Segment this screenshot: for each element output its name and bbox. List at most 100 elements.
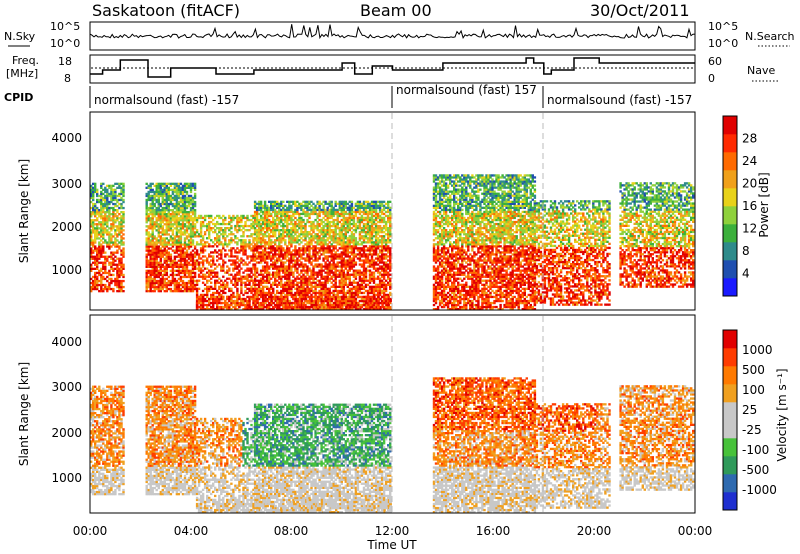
power-cell-4450 xyxy=(353,280,355,282)
power-cell-343 xyxy=(108,272,110,274)
power-cell-2301 xyxy=(242,233,244,235)
power-cell-4869 xyxy=(373,245,375,247)
power-cell-71 xyxy=(92,193,94,195)
power-cell-4100 xyxy=(335,201,337,203)
power-cell-2985 xyxy=(280,280,282,282)
power-cell-4494 xyxy=(355,276,357,278)
power-cell-1641 xyxy=(192,241,194,243)
power-cell-1115 xyxy=(168,288,170,290)
station-title: Saskatoon (fitACF) xyxy=(92,1,240,20)
power-cell-1398 xyxy=(180,201,182,203)
power-cell-589 xyxy=(122,276,124,278)
power-cell-2901 xyxy=(276,286,278,288)
power-cell-3621 xyxy=(312,292,314,294)
power-cell-1645 xyxy=(192,231,194,233)
power-cell-3385 xyxy=(300,288,302,290)
power-cell-4121 xyxy=(337,241,339,243)
power-cell-3758 xyxy=(318,225,320,227)
power-cell-2504 xyxy=(256,249,258,251)
power-cell-858 xyxy=(156,256,158,258)
power-cell-432 xyxy=(112,207,114,209)
power-cell-1079 xyxy=(166,262,168,264)
power-cell-1907 xyxy=(210,229,212,231)
power-cell-2259 xyxy=(240,288,242,290)
power-cell-448 xyxy=(114,256,116,258)
power-cell-1724 xyxy=(196,241,198,243)
power-cell-517 xyxy=(118,270,120,272)
power-cell-601 xyxy=(122,237,124,239)
power-cell-1950 xyxy=(214,243,216,245)
power-cell-1165 xyxy=(170,258,172,260)
power-cell-3877 xyxy=(324,239,326,241)
power-cell-3826 xyxy=(322,253,324,255)
power-cell-4597 xyxy=(361,288,363,290)
power-cell-886 xyxy=(156,183,158,185)
power-cell-2128 xyxy=(230,298,232,300)
power-cell-1135 xyxy=(168,223,170,225)
power-cell-851 xyxy=(156,270,158,272)
power-cell-4918 xyxy=(375,219,377,221)
power-cell-4134 xyxy=(337,209,339,211)
power-cell-1922 xyxy=(212,270,214,272)
power-cell-2356 xyxy=(246,217,248,219)
power-cell-1947 xyxy=(214,263,216,265)
power-cell-2674 xyxy=(264,241,266,243)
power-cell-1821 xyxy=(204,268,206,270)
power-cell-1973 xyxy=(216,245,218,247)
power-cell-4470 xyxy=(353,235,355,237)
power-cell-4868 xyxy=(373,247,375,249)
power-cell-523 xyxy=(118,247,120,249)
power-cell-1701 xyxy=(194,187,196,189)
power-cell-4070 xyxy=(335,278,337,280)
power-cell-944 xyxy=(160,268,162,270)
power-cell-459 xyxy=(114,221,116,223)
power-cell-427 xyxy=(112,217,114,219)
power-cell-3876 xyxy=(324,241,326,243)
power-cell-4625 xyxy=(361,205,363,207)
power-cell-4686 xyxy=(365,272,367,274)
power-cell-470 xyxy=(114,191,116,193)
power-cell-2580 xyxy=(260,261,262,263)
power-cell-1152 xyxy=(168,187,170,189)
power-cell-600 xyxy=(122,241,124,243)
power-cell-4603 xyxy=(361,274,363,276)
power-cell-3169 xyxy=(288,237,290,239)
power-cell-1373 xyxy=(180,258,182,260)
power-cell-95 xyxy=(94,239,96,241)
power-cell-1511 xyxy=(186,252,188,254)
power-cell-1746 xyxy=(198,255,200,257)
power-cell-116 xyxy=(96,288,98,290)
power-cell-3394 xyxy=(300,265,302,267)
power-cell-4862 xyxy=(373,263,375,265)
power-cell-4232 xyxy=(343,286,345,288)
power-cell-3786 xyxy=(320,268,322,270)
power-cell-4014 xyxy=(331,203,333,205)
power-cell-1914 xyxy=(212,304,214,306)
power-cell-857 xyxy=(156,258,158,260)
power-cell-1616 xyxy=(190,191,192,193)
power-cell-3415 xyxy=(300,207,302,209)
power-cell-3404 xyxy=(300,233,302,235)
power-cell-3859 xyxy=(324,286,326,288)
power-cell-3625 xyxy=(312,280,314,282)
power-cell-1131 xyxy=(168,233,170,235)
power-cell-2000 xyxy=(218,235,220,237)
power-cell-1143 xyxy=(168,207,170,209)
power-cell-4956 xyxy=(377,237,379,239)
power-cell-873 xyxy=(156,217,158,219)
power-cell-1726 xyxy=(196,231,198,233)
power-cell-3155 xyxy=(288,270,290,272)
power-cell-137 xyxy=(96,233,98,235)
power-cell-3558 xyxy=(308,253,310,255)
power-cell-2377 xyxy=(248,241,250,243)
power-cell-2183 xyxy=(234,276,236,278)
power-cell-3628 xyxy=(312,274,314,276)
power-cell-4379 xyxy=(349,241,351,243)
power-cell-1490 xyxy=(184,195,186,197)
power-cell-3642 xyxy=(312,235,314,237)
power-cell-2300 xyxy=(242,235,244,237)
power-cell-4618 xyxy=(361,227,363,229)
power-cell-3151 xyxy=(288,278,290,280)
power-cell-801 xyxy=(154,290,156,292)
power-cell-2338 xyxy=(246,292,248,294)
